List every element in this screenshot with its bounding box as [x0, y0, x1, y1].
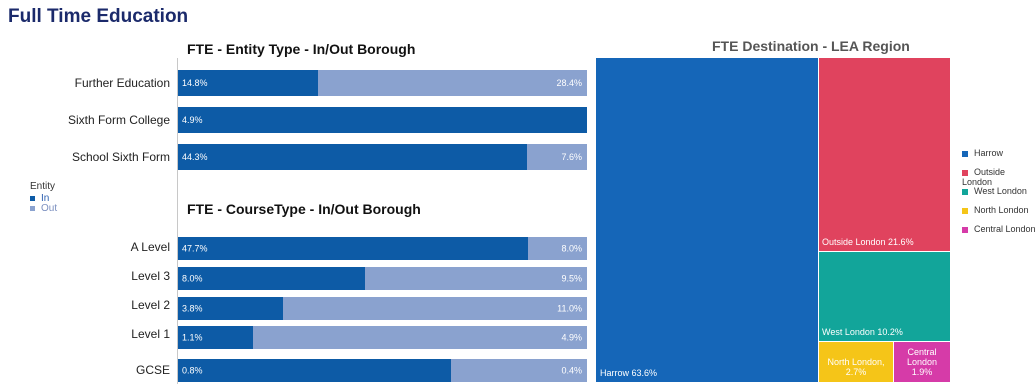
bar-charts: 14.8% 28.4% 4.9% 44.3% 7.6% 47.7% 8.0% 8.0% 9.5%…: [178, 70, 587, 382]
bar-in-label: 0.8%: [182, 366, 203, 376]
entity-category-label: Sixth Form College: [67, 113, 170, 127]
course-category-label: A Level: [130, 240, 170, 254]
bar-out-label: 7.6%: [561, 152, 582, 162]
course-chart-title: FTE - CourseType - In/Out Borough: [187, 201, 421, 217]
legend-title: Entity: [30, 181, 56, 192]
bar-in-segment[interactable]: [178, 326, 253, 349]
bar-in-label: 4.9%: [182, 115, 203, 125]
treemap-tile[interactable]: [819, 58, 950, 251]
bar-in-label: 8.0%: [182, 274, 203, 284]
bar-out-segment[interactable]: [283, 297, 587, 320]
bar-out-segment[interactable]: [528, 237, 587, 260]
bar-in-segment[interactable]: [178, 144, 527, 170]
treemap-tile[interactable]: [596, 58, 818, 382]
treemap-legend-swatch: [962, 150, 968, 157]
category-axis-line: [177, 58, 178, 384]
bar-out-segment[interactable]: [527, 144, 587, 170]
bar-out-label: 11.0%: [557, 304, 582, 314]
treemap-label: West London 10.2%: [822, 327, 903, 337]
course-category-label: GCSE: [135, 363, 170, 377]
treemap-tile[interactable]: [819, 252, 950, 341]
page-title: Full Time Education: [8, 6, 189, 27]
legend-swatch-in: [30, 195, 35, 201]
treemap-legend-item[interactable]: Harrow: [962, 148, 1003, 158]
course-category-label: Level 2: [131, 298, 170, 312]
bar-out-segment[interactable]: [365, 267, 587, 290]
bar-out-label: 28.4%: [556, 78, 582, 88]
bar-in-segment[interactable]: [178, 70, 318, 96]
treemap-label: Outside London 21.6%: [822, 237, 914, 247]
treemap-label: 1.9%: [912, 367, 933, 377]
bar-in-label: 3.8%: [182, 304, 203, 314]
bar-in-segment[interactable]: [178, 297, 283, 320]
bar-in-label: 44.3%: [182, 152, 208, 162]
legend-item-in[interactable]: In: [30, 193, 49, 204]
bar-in-segment[interactable]: [178, 359, 451, 382]
treemap-legend-item[interactable]: Central London: [962, 224, 1036, 234]
treemap-legend-swatch: [962, 226, 968, 233]
bar-in-label: 1.1%: [182, 333, 203, 343]
treemap-tile[interactable]: [819, 342, 893, 382]
treemap-label: Harrow 63.6%: [600, 368, 657, 378]
entity-category-label: Further Education: [74, 76, 170, 90]
bar-out-label: 9.5%: [561, 274, 582, 284]
treemap-legend-swatch: [962, 169, 968, 176]
bar-in-label: 47.7%: [182, 244, 208, 254]
bar-in-label: 14.8%: [182, 78, 208, 88]
treemap-tile[interactable]: [894, 342, 950, 382]
treemap: Harrow 63.6% Outside London 21.6% West Lon…: [596, 58, 950, 382]
treemap-label: 2.7%: [846, 367, 867, 377]
treemap-label: Central: [907, 347, 936, 357]
bar-out-segment[interactable]: [451, 359, 587, 382]
legend-item-out[interactable]: Out: [30, 203, 57, 214]
bar-out-segment[interactable]: [318, 70, 587, 96]
treemap-legend-item[interactable]: North London: [962, 205, 1029, 215]
treemap-title: FTE Destination - LEA Region: [712, 38, 910, 54]
bar-in-segment[interactable]: [178, 267, 365, 290]
bar-out-label: 8.0%: [561, 244, 582, 254]
bar-in-segment[interactable]: [178, 237, 528, 260]
bar-in-segment[interactable]: [178, 107, 587, 133]
treemap-legend-swatch: [962, 188, 968, 195]
bar-out-label: 4.9%: [561, 333, 582, 343]
treemap-legend-swatch: [962, 207, 968, 214]
bar-out-label: 0.4%: [561, 366, 582, 376]
course-category-label: Level 1: [131, 327, 170, 341]
entity-category-label: School Sixth Form: [71, 150, 170, 164]
bar-out-segment[interactable]: [253, 326, 587, 349]
treemap-label: North London,: [827, 357, 884, 367]
treemap-label: London: [907, 357, 937, 367]
entity-chart-title: FTE - Entity Type - In/Out Borough: [187, 41, 416, 57]
treemap-legend-item[interactable]: West London: [962, 186, 1027, 196]
treemap-legend-item[interactable]: Outside London: [962, 167, 1006, 187]
legend-swatch-out: [30, 205, 35, 211]
course-category-label: Level 3: [131, 269, 170, 283]
